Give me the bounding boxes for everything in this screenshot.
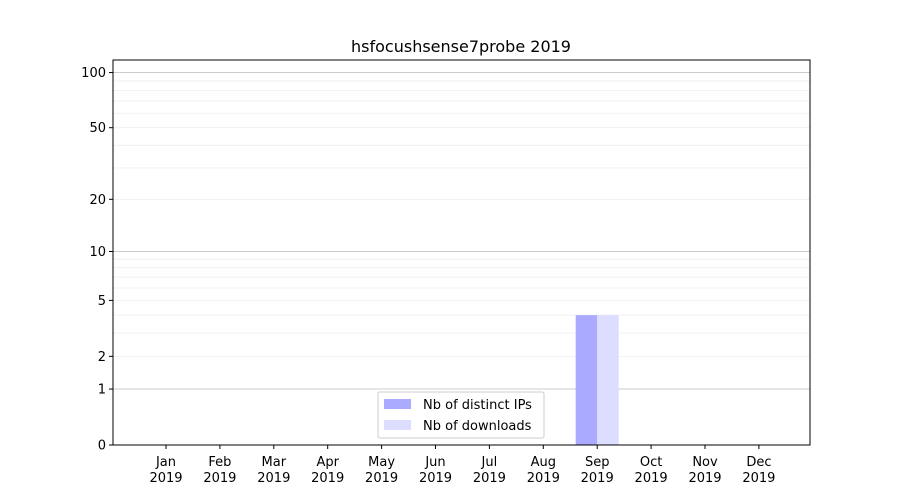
x-tick-label: Nov [692, 455, 718, 470]
y-tick-label: 100 [81, 66, 106, 81]
x-tick-label: Oct [640, 455, 662, 470]
x-tick-label: 2019 [635, 471, 668, 486]
y-tick-label: 10 [89, 245, 106, 260]
x-tick-label: May [368, 455, 395, 470]
x-tick-label: Sep [585, 455, 610, 470]
y-tick-label: 50 [89, 121, 106, 136]
x-tick-label: 2019 [688, 471, 721, 486]
x-tick-label: 2019 [365, 471, 398, 486]
x-tick-label: 2019 [527, 471, 560, 486]
y-tick-label: 5 [98, 294, 106, 309]
x-tick-label: Jun [424, 455, 445, 470]
x-tick-label: 2019 [257, 471, 290, 486]
grid [113, 72, 810, 390]
bar-nb-of-downloads-8 [597, 315, 619, 445]
x-tick-label: Aug [531, 455, 556, 470]
y-axis: 0 1 2 5 10 20 50 100 [81, 66, 113, 454]
legend-label-downloads: Nb of downloads [423, 419, 532, 434]
x-tick-label: Mar [262, 455, 287, 470]
x-tick-label: 2019 [203, 471, 236, 486]
y-tick-label: 2 [98, 350, 106, 365]
legend-swatch-distinct-ips [384, 399, 411, 409]
x-tick-label: Dec [746, 455, 771, 470]
x-tick-label: Jul [481, 455, 498, 470]
x-tick-label: 2019 [419, 471, 452, 486]
x-tick-label: 2019 [149, 471, 182, 486]
x-tick-label: 2019 [742, 471, 775, 486]
legend-label-distinct-ips: Nb of distinct IPs [423, 398, 532, 413]
bar-nb-of-distinct-ips-8 [575, 315, 598, 445]
x-tick-label: 2019 [473, 471, 506, 486]
x-tick-label: Jan [155, 455, 176, 470]
legend: Nb of distinct IPs Nb of downloads [377, 391, 545, 439]
x-tick-label: 2019 [581, 471, 614, 486]
bars [575, 315, 619, 445]
x-tick-label: Apr [316, 455, 339, 470]
plot-area [112, 59, 811, 446]
legend-swatch-downloads [384, 420, 411, 430]
x-axis: Jan2019Feb2019Mar2019Apr2019May2019Jun20… [149, 445, 775, 486]
x-tick-label: Feb [208, 455, 231, 470]
y-tick-label: 0 [98, 439, 106, 454]
chart-title: hsfocushsense7probe 2019 [351, 37, 571, 56]
x-tick-label: 2019 [311, 471, 344, 486]
y-tick-label: 1 [98, 383, 106, 398]
y-tick-label: 20 [89, 193, 106, 208]
